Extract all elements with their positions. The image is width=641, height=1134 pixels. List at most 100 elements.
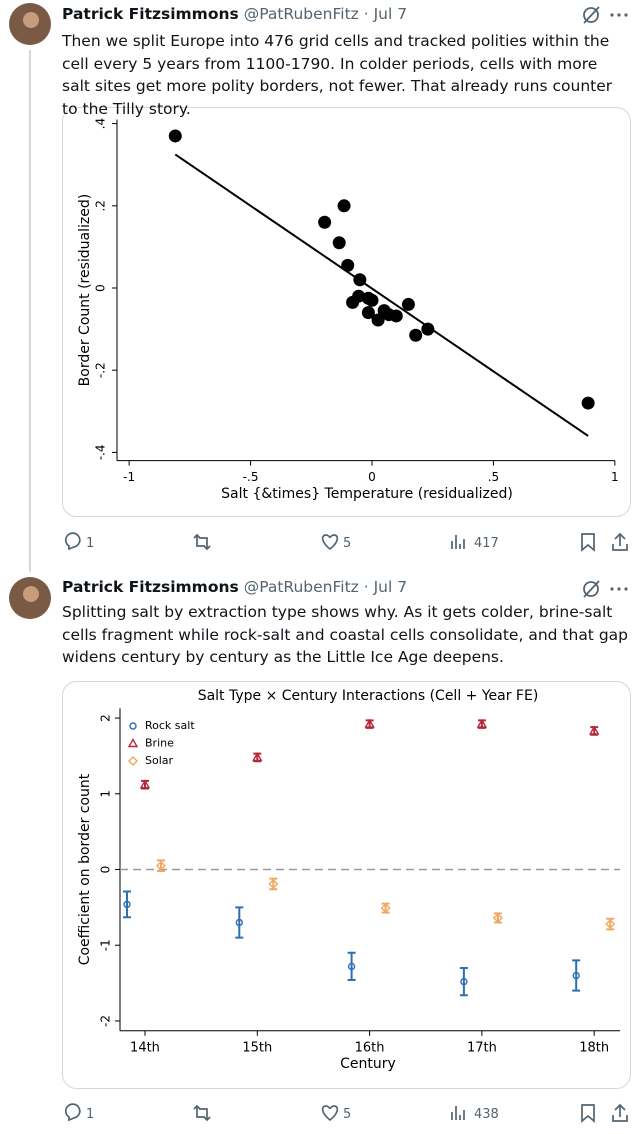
meta: @PatRubenFitz · Jul 7	[243, 578, 408, 596]
reply-count: 1	[86, 1107, 95, 1122]
legend-marker	[127, 738, 139, 748]
reply-count: 1	[86, 536, 95, 551]
like-icon[interactable]	[321, 1105, 339, 1122]
y-tick-label: 0	[94, 284, 108, 292]
avatar-face	[23, 586, 39, 602]
point	[476, 718, 488, 728]
x-tick-label: 17th	[467, 1040, 497, 1055]
bookmark-icon[interactable]	[581, 533, 595, 552]
like-count: 5	[343, 536, 352, 551]
author[interactable]: Patrick Fitzsimmons	[62, 578, 239, 596]
like-count: 5	[343, 1107, 352, 1122]
y-tick-label: 1	[99, 790, 113, 798]
tweet-text: Then we split Europe into 476 grid cells…	[62, 32, 613, 118]
x-tick-label: 15th	[242, 1040, 272, 1055]
point	[492, 912, 503, 923]
point	[409, 328, 423, 342]
point	[268, 878, 279, 889]
legend-marker	[128, 756, 138, 766]
grok-icon[interactable]	[583, 580, 600, 598]
point	[337, 199, 351, 213]
icon-part	[583, 7, 599, 23]
icon-part	[583, 580, 600, 598]
point	[341, 258, 355, 272]
media-frame	[62, 681, 631, 1089]
y-tick-label: -.4	[94, 444, 108, 460]
y-tick-label: 2	[99, 714, 113, 722]
share-icon[interactable]	[612, 532, 628, 551]
point	[371, 313, 385, 327]
tweet-header: Patrick Fitzsimmons @PatRubenFitz · Jul …	[62, 5, 407, 23]
reply-icon[interactable]	[64, 532, 81, 551]
error-bar	[572, 959, 581, 992]
point	[332, 236, 346, 250]
point	[168, 129, 182, 143]
y-axis-label: Border Count (residualized)	[77, 194, 93, 387]
x-tick-label: 1	[611, 470, 619, 484]
tweet-header: Patrick Fitzsimmons @PatRubenFitz · Jul …	[62, 578, 407, 596]
views-icon[interactable]	[451, 535, 465, 549]
fit-line	[174, 153, 589, 437]
reply-icon[interactable]	[64, 1103, 81, 1122]
chart-title: Salt Type × Century Interactions (Cell +…	[198, 688, 539, 704]
media-frame	[62, 107, 631, 517]
x-tick-label: 16th	[355, 1040, 385, 1055]
x-axis-label: Salt {&times} Temperature (residualized)	[221, 486, 513, 502]
retweet-icon[interactable]	[193, 533, 211, 551]
point	[139, 779, 151, 789]
legend-label: Rock salt	[145, 719, 195, 732]
legend-label: Brine	[145, 737, 174, 750]
point	[318, 215, 332, 229]
y-tick-label: .4	[94, 118, 108, 129]
author[interactable]: Patrick Fitzsimmons	[62, 5, 239, 23]
point	[123, 900, 131, 909]
point	[588, 725, 600, 735]
like-icon[interactable]	[321, 534, 339, 551]
view-count: 438	[474, 1107, 499, 1122]
y-tick-label: 0	[99, 866, 113, 874]
point	[401, 297, 415, 311]
more-dot[interactable]	[617, 587, 621, 591]
views-icon[interactable]	[451, 1106, 465, 1120]
x-tick-label: 0	[368, 470, 376, 484]
error-bar	[459, 966, 468, 997]
x-tick-label: .5	[488, 470, 499, 484]
point	[380, 903, 391, 914]
icon-part	[583, 581, 599, 597]
point	[353, 273, 367, 287]
point	[605, 919, 616, 930]
share-icon[interactable]	[612, 1103, 628, 1122]
avatar-face	[23, 12, 39, 28]
y-tick-label: -.2	[94, 362, 108, 378]
x-tick-label: -1	[123, 470, 135, 484]
bookmark-icon[interactable]	[581, 1104, 595, 1123]
point	[572, 971, 580, 980]
more-dot[interactable]	[610, 587, 614, 591]
x-tick-label: 14th	[130, 1040, 160, 1055]
view-count: 417	[474, 536, 499, 551]
point	[235, 918, 244, 927]
point	[460, 977, 468, 986]
tweet-text: Splitting salt by extraction type shows …	[62, 603, 628, 666]
y-tick-label: -2	[99, 1015, 113, 1027]
point	[361, 306, 375, 320]
point	[347, 962, 356, 971]
more-dot[interactable]	[610, 13, 614, 17]
more-dot[interactable]	[624, 13, 628, 17]
point	[252, 752, 263, 762]
x-axis-label: Century	[340, 1056, 396, 1072]
more-dot[interactable]	[624, 587, 628, 591]
error-bar	[347, 951, 356, 982]
legend-label: Solar	[145, 754, 174, 767]
point	[156, 860, 166, 871]
point	[581, 396, 595, 410]
more-dot[interactable]	[617, 13, 621, 17]
grok-icon[interactable]	[583, 6, 600, 24]
error-bar	[235, 906, 244, 939]
retweet-icon[interactable]	[193, 1104, 211, 1122]
y-tick-label: -1	[99, 939, 113, 951]
point	[421, 322, 435, 336]
x-tick-label: -.5	[243, 470, 259, 484]
